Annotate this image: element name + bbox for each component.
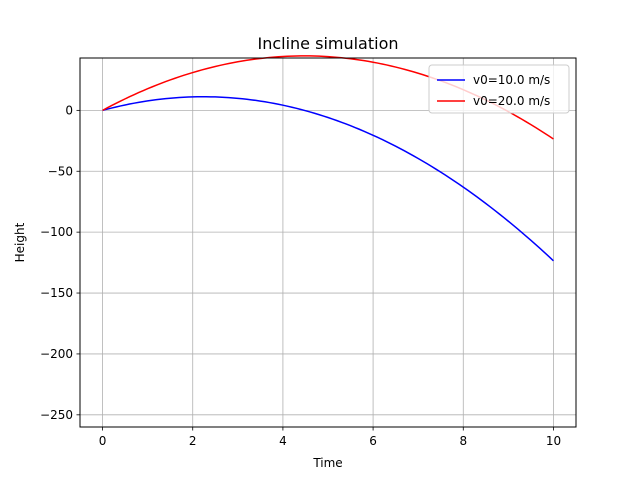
x-tick-label: 0 [99,434,107,448]
legend-entry: v0=10.0 m/s [473,73,550,87]
y-tick-label: −50 [48,164,73,178]
x-tick-label: 10 [546,434,561,448]
x-tick-label: 6 [369,434,377,448]
x-tick-label: 8 [459,434,467,448]
x-tick-label: 4 [279,434,287,448]
x-axis-label: Time [312,456,342,470]
y-tick-label: −150 [40,286,73,300]
x-tick-label: 2 [189,434,197,448]
chart-title: Incline simulation [257,34,398,53]
legend: v0=10.0 m/s v0=20.0 m/s [428,64,570,114]
axis-ticks: 0 2 4 6 8 10 0 −50 −100 −150 −200 −250 [40,103,561,448]
y-tick-label: 0 [65,103,73,117]
plot-area-frame [79,57,577,428]
series-line-1 [102,96,554,262]
y-tick-label: −100 [40,225,73,239]
y-axis-label: Height [13,222,27,262]
y-tick-label: −200 [40,347,73,361]
legend-entry: v0=20.0 m/s [473,94,550,108]
y-tick-label: −250 [40,408,73,422]
grid [80,58,576,427]
